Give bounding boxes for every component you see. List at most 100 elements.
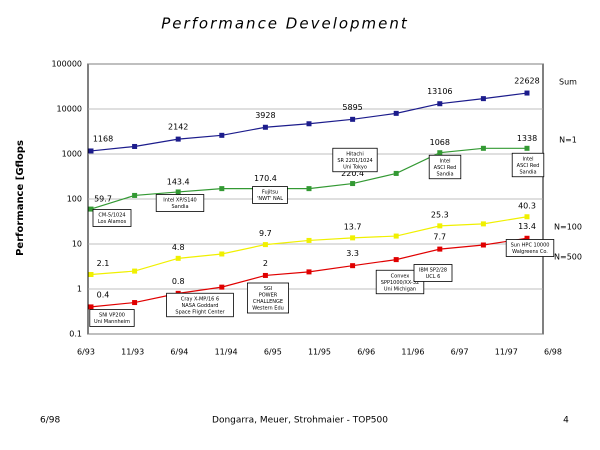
point (480, 145, 486, 151)
data-label: 13.4 (518, 222, 536, 231)
x-tick-label: 11/96 (401, 348, 424, 357)
point (480, 221, 486, 227)
annotation-text: Intel XP/S140 (163, 198, 197, 204)
point (262, 272, 268, 278)
point (480, 96, 486, 102)
point (437, 150, 443, 156)
annotation-text: 'NWT' NAL (257, 196, 283, 202)
data-label: 9.7 (259, 229, 272, 238)
annotation-box (505, 239, 555, 257)
x-tick-label: 11/93 (121, 348, 144, 357)
annotation-box (246, 282, 289, 314)
x-tick-label: 6/94 (170, 348, 188, 357)
point (350, 235, 356, 241)
data-label: 143.4 (167, 177, 190, 186)
x-tick-label: 6/96 (357, 348, 375, 357)
annotation-text: Sandia (171, 204, 188, 210)
data-label: 40.3 (518, 201, 536, 210)
annotation-text: ASCI Red (434, 165, 457, 171)
point (219, 284, 225, 290)
point (524, 214, 530, 220)
x-tick-label: 6/97 (451, 348, 469, 357)
data-label: 2.1 (97, 259, 110, 268)
point (480, 242, 486, 248)
point (524, 235, 530, 241)
series-name: Sum (559, 78, 577, 87)
y-tick-label: 1 (77, 285, 82, 294)
annotation-box (89, 309, 135, 327)
data-label: 7.7 (433, 233, 446, 242)
data-label: 2142 (168, 123, 188, 132)
annotation-box (332, 147, 378, 173)
annotation-text: ASCI Red (517, 163, 540, 169)
annotation-text: Los Alamos (98, 219, 127, 225)
annotation-box (413, 264, 453, 282)
data-label: 25.3 (431, 210, 449, 219)
y-axis-label: Performance [Gflops (15, 140, 26, 256)
annotation-text: Western Edu (252, 306, 284, 312)
x-tick-label: 11/94 (215, 348, 238, 357)
point (262, 242, 268, 248)
y-tick-label: 1000 (62, 150, 82, 159)
annotation-text: Uni Mannheim (94, 319, 130, 325)
data-label: 2 (263, 259, 268, 268)
point (393, 233, 399, 239)
data-label: 170.4 (254, 174, 277, 183)
point (175, 189, 181, 195)
data-label: 0.8 (172, 277, 185, 286)
annotation: Fujitsu'NWT' NAL (252, 186, 288, 204)
annotation-text: IBM SP2/28 (419, 268, 447, 274)
annotation-text: Walgreens Co. (512, 249, 548, 255)
annotation-text: Intel (522, 156, 533, 162)
point (132, 143, 138, 149)
data-label: 0.4 (97, 290, 110, 299)
annotation-text: Hitachi (346, 151, 363, 157)
data-label: 1168 (93, 134, 113, 143)
point (175, 136, 181, 142)
x-tick-label: 6/95 (264, 348, 282, 357)
x-tick-label: 11/97 (495, 348, 518, 357)
point (437, 223, 443, 229)
y-tick-label: 0.1 (69, 330, 82, 339)
point (88, 148, 94, 154)
point (132, 300, 138, 306)
data-label: 13106 (427, 87, 452, 96)
footer-center: Dongarra, Meuer, Strohmaier - TOP500 (212, 416, 388, 426)
y-tick-label: 10000 (57, 105, 82, 114)
annotation-text: Fujitsu (262, 190, 278, 196)
y-tick-label: 100000 (51, 60, 82, 69)
annotation-text: NASA Goddard (182, 303, 219, 309)
point (306, 186, 312, 192)
annotation-text: POWER (259, 293, 278, 299)
annotation-text: SPP1000/XX-32 (381, 280, 419, 286)
point (306, 121, 312, 127)
data-label: 1068 (430, 138, 450, 147)
annotation-text: Cray X-MP/16 6 (181, 296, 219, 302)
point (350, 263, 356, 269)
annotation-box (375, 269, 425, 295)
data-label: 59.7 (94, 195, 112, 204)
point (219, 251, 225, 257)
annotation-text: CHALLENGE (253, 299, 283, 305)
point (437, 101, 443, 107)
point (393, 257, 399, 263)
x-tick-label: 6/93 (77, 348, 95, 357)
point (175, 255, 181, 261)
annotation-box (252, 186, 288, 204)
annotation-box (92, 209, 132, 227)
data-label: 5895 (342, 103, 362, 112)
point (306, 269, 312, 275)
point (437, 246, 443, 252)
annotation-text: SGI (264, 286, 273, 292)
annotation-text: Convex (391, 273, 410, 279)
point (219, 186, 225, 192)
point (350, 116, 356, 122)
annotation-text: Uni Tokyo (343, 164, 367, 170)
